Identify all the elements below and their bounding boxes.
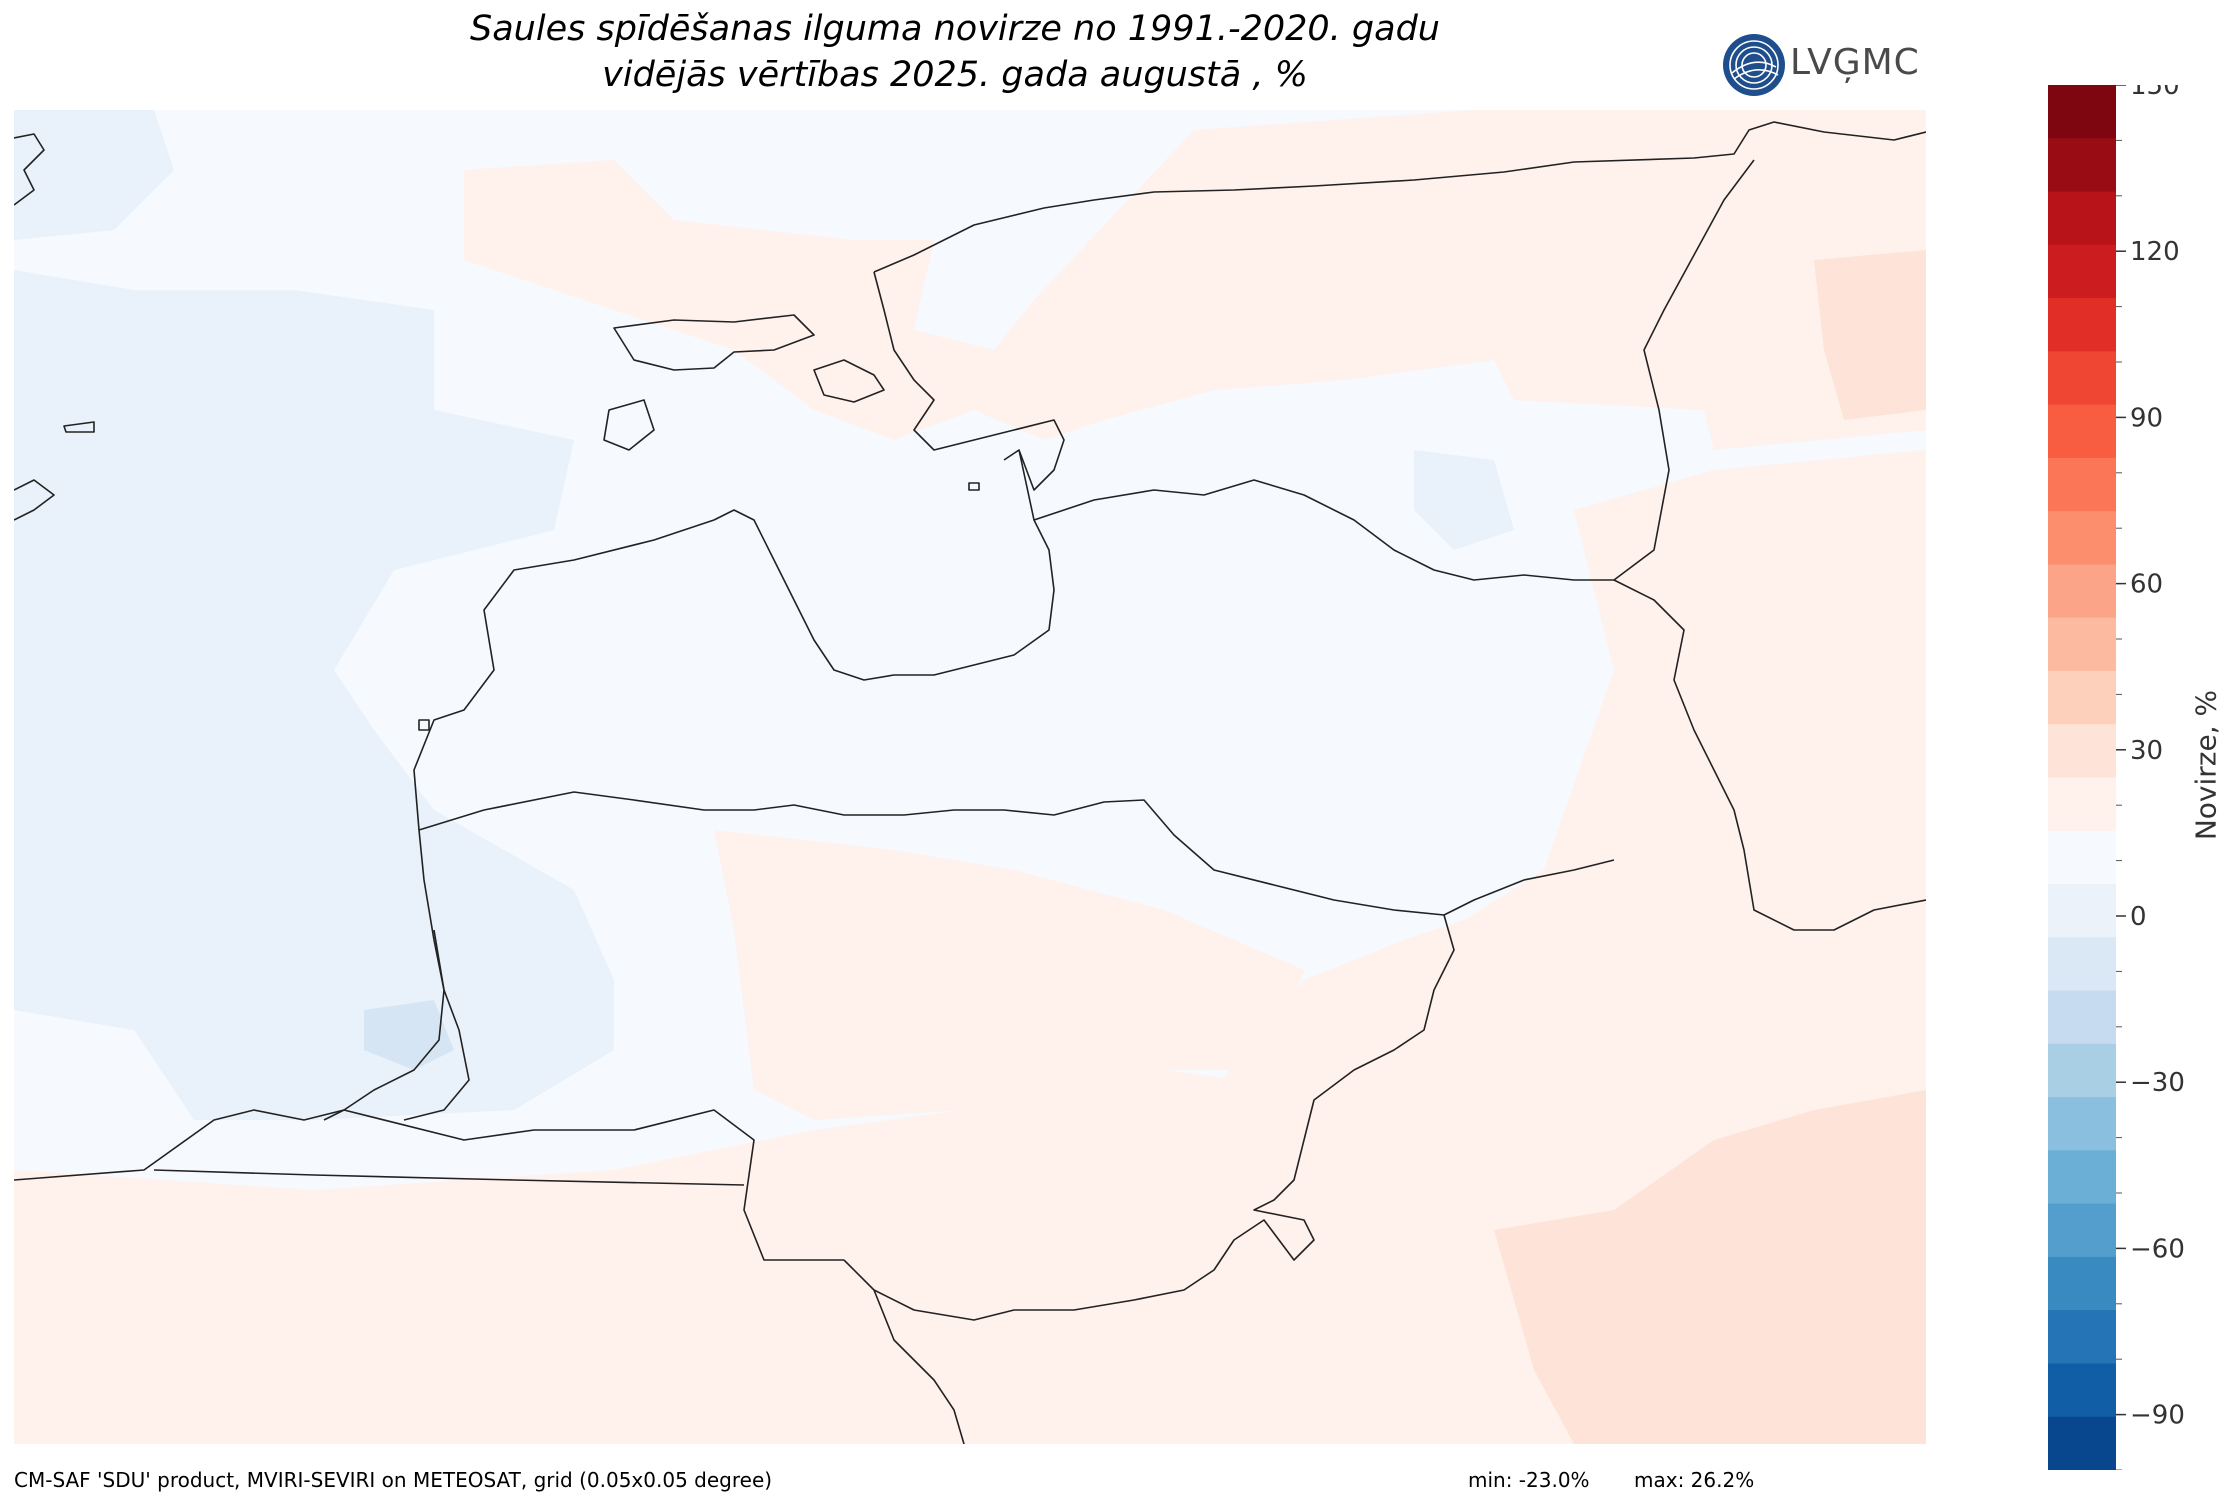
colorbar-segment [2048, 351, 2116, 406]
anomaly-field [14, 110, 1926, 1444]
colorbar-segment [2048, 1043, 2116, 1098]
colorbar-segment [2048, 1363, 2116, 1418]
colorbar-segment [2048, 138, 2116, 193]
colorbar-segment [2048, 244, 2116, 299]
colorbar-segment [2048, 404, 2116, 459]
source-note: CM-SAF 'SDU' product, MVIRI-SEVIRI on ME… [14, 1468, 773, 1492]
colorbar-segment [2048, 191, 2116, 246]
logo-text: LVĢMC [1790, 42, 1920, 83]
colorbar-tick-label: −90 [2130, 1401, 2185, 1431]
coastlines-borders [14, 121, 1926, 1444]
colorbar-segment [2048, 937, 2116, 992]
small-island-2 [968, 482, 980, 491]
curonian-lagoon [403, 989, 470, 1121]
colorbar-segment [2048, 457, 2116, 512]
sweden-coast [14, 133, 45, 206]
colorbar-tick-label: −30 [2130, 1068, 2185, 1098]
colorbar-segment [2048, 1150, 2116, 1205]
colorbar-segment [2048, 670, 2116, 725]
colorbar-segment [2048, 884, 2116, 938]
stronger-positive-northeast [1814, 250, 1926, 420]
positive-area-central [714, 830, 1304, 1120]
colorbar-segment [2048, 85, 2116, 139]
kaliningrad-border [14, 1109, 844, 1261]
sweden-coast-2 [14, 479, 55, 521]
negative-area-west [14, 270, 614, 1120]
colorbar-tick-label: 60 [2130, 570, 2163, 600]
latvia-west-coast [413, 519, 715, 991]
colorbar-tick-label: 120 [2130, 237, 2180, 267]
latvia-russia-border [1613, 579, 1926, 931]
colorbar-tick-label: 90 [2130, 403, 2163, 433]
colorbar-segment [2048, 990, 2116, 1045]
stronger-negative-spot [364, 1000, 454, 1070]
small-island-1 [63, 421, 95, 433]
saaremaa-island [613, 314, 815, 371]
negative-area-northeast [1414, 450, 1514, 550]
estonia-west-coast [873, 271, 1065, 491]
colorbar-segment [2048, 1203, 2116, 1258]
min-value: min: -23.0% [1468, 1468, 1590, 1492]
colorbar-segment [2048, 564, 2116, 619]
lvgmc-logo-icon [1723, 34, 1785, 96]
title-line-2: vidējās vērtības 2025. gada augustā , % [602, 55, 1308, 95]
colorbar-tick-label: 30 [2130, 736, 2163, 766]
gulf-of-riga-coast [713, 449, 1055, 681]
colorbar-segment [2048, 617, 2116, 672]
positive-area-south [14, 1070, 1514, 1444]
negative-area-northwest [14, 110, 174, 240]
colorbar-segment [2048, 298, 2116, 352]
title-line-1: Saules spīdēšanas ilguma novirze no 1991… [470, 9, 1440, 49]
colorbar-tick-label: 0 [2130, 902, 2147, 932]
latvia-lithuania-border [418, 791, 1615, 916]
small-island-3 [418, 719, 430, 731]
hiiumaa-island [813, 359, 885, 403]
colorbar: 150 120 90 60 30 0 −30 −60 −90 [2048, 71, 2218, 1471]
colorbar-tick-label: 150 [2130, 85, 2180, 101]
colorbar-segment [2048, 777, 2116, 832]
lvgmc-logo: LVĢMC [1722, 30, 1932, 100]
chart-title: Saules spīdēšanas ilguma novirze no 1991… [0, 6, 1910, 98]
muhu-island [603, 399, 655, 451]
anomaly-map [14, 110, 1926, 1444]
colorbar-segment [2048, 1097, 2116, 1151]
max-value: max: 26.2% [1634, 1468, 1755, 1492]
kaliningrad-south-border [153, 1169, 745, 1186]
colorbar-svg: 150 120 90 60 30 0 −30 −60 −90 [2048, 71, 2185, 1471]
colorbar-tick-label: −60 [2130, 1234, 2185, 1264]
colorbar-label: Novirze, % [2189, 689, 2223, 841]
lithuania-belarus-border [843, 914, 1455, 1321]
colorbar-segment [2048, 1416, 2116, 1471]
lithuania-south-border [873, 1289, 965, 1444]
estonia-russia-border [1613, 159, 1755, 581]
stronger-positive-southeast [1494, 1090, 1926, 1444]
colorbar-segment [2048, 511, 2116, 565]
colorbar-segment [2048, 830, 2116, 885]
colorbar-segment [2048, 724, 2116, 778]
colorbar-segment [2048, 1310, 2116, 1364]
estonia-latvia-border [1033, 479, 1614, 581]
estonia-north-coast [873, 121, 1926, 273]
colorbar-segment [2048, 1256, 2116, 1311]
